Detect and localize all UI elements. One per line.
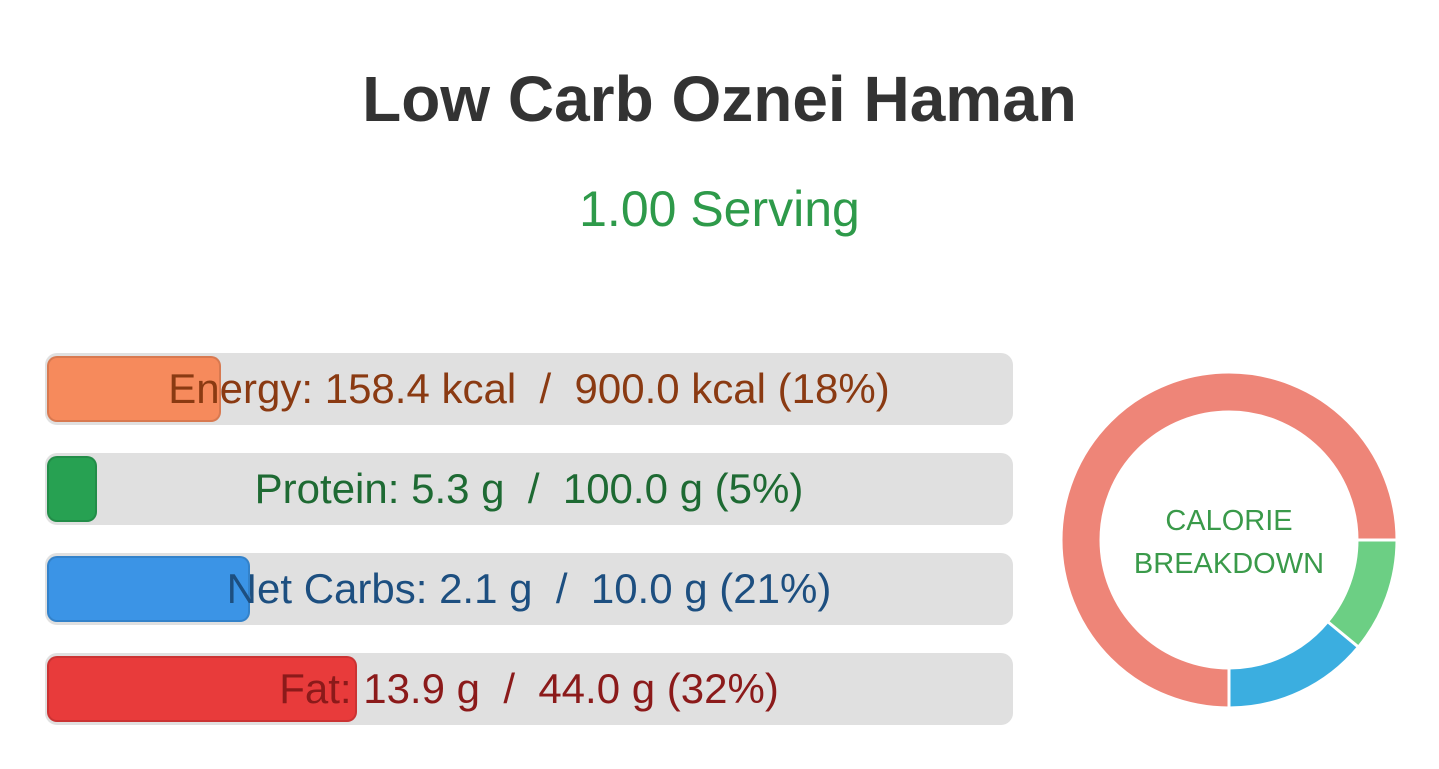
donut-label: BREAKDOWN <box>1134 548 1324 580</box>
nutrient-row: Protein: 5.3 g / 100.0 g (5%) <box>45 453 1013 525</box>
nutrient-label: Net Carbs: 2.1 g / 10.0 g (21%) <box>226 565 832 612</box>
donut-label: CALORIE <box>1165 505 1292 537</box>
nutrient-label: Energy: 158.4 kcal / 900.0 kcal (18%) <box>168 365 890 412</box>
segment-divider <box>1327 621 1359 648</box>
nutrient-row: Net Carbs: 2.1 g / 10.0 g (21%) <box>45 553 1013 625</box>
progress-fill <box>47 456 97 522</box>
nutrient-label: Protein: 5.3 g / 100.0 g (5%) <box>254 465 804 512</box>
nutrient-row: Fat: 13.9 g / 44.0 g (32%) <box>45 653 1013 725</box>
progress-fill <box>47 356 222 422</box>
nutrient-label: Fat: 13.9 g / 44.0 g (32%) <box>279 665 779 712</box>
progress-fill <box>47 656 357 722</box>
title: Low Carb Oznei Haman <box>362 63 1077 135</box>
donut-segment <box>1062 373 1396 707</box>
serving: 1.00 Serving <box>579 181 860 237</box>
donut-segment <box>1328 539 1396 647</box>
calorie-donut: CALORIE BREAKDOWN <box>1062 373 1396 707</box>
progress-fill <box>47 556 251 622</box>
donut-segment <box>1228 622 1358 707</box>
nutrient-row: Energy: 158.4 kcal / 900.0 kcal (18%) <box>45 353 1013 425</box>
